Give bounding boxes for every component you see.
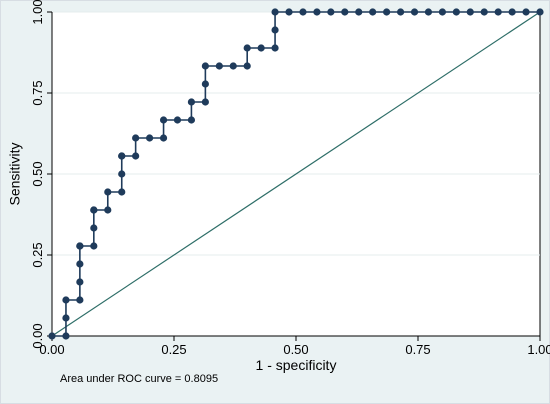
roc-point <box>438 8 446 16</box>
roc-point <box>62 314 70 322</box>
roc-point <box>410 8 419 16</box>
roc-point <box>243 44 251 52</box>
roc-point <box>118 152 126 160</box>
roc-point <box>243 62 251 70</box>
roc-point <box>76 296 84 304</box>
roc-points <box>48 8 544 340</box>
roc-point <box>466 8 474 16</box>
roc-point <box>424 8 433 16</box>
roc-point <box>313 8 321 16</box>
roc-point <box>494 8 502 16</box>
roc-point <box>90 242 98 250</box>
roc-point <box>480 8 488 16</box>
roc-point <box>104 206 112 214</box>
roc-point <box>132 134 140 142</box>
y-tick-label: 0.75 <box>30 80 45 105</box>
x-tick-label: 0.75 <box>405 342 430 357</box>
roc-point <box>396 8 405 16</box>
roc-point <box>508 8 516 16</box>
y-axis: 0.00 0.25 0.50 0.75 1.00 <box>30 0 53 349</box>
roc-point <box>215 62 223 70</box>
roc-point <box>271 44 279 52</box>
roc-point <box>173 116 182 124</box>
y-axis-title: Sensitivity <box>7 142 23 205</box>
auc-annotation: Area under ROC curve = 0.8095 <box>60 373 218 385</box>
roc-point <box>522 8 530 16</box>
roc-point <box>257 44 265 52</box>
roc-point <box>369 8 377 16</box>
roc-point <box>187 116 196 124</box>
roc-point <box>104 188 112 196</box>
y-tick-label: 0.50 <box>30 161 45 186</box>
roc-point <box>159 116 168 124</box>
roc-point <box>76 278 84 286</box>
roc-point <box>76 260 84 268</box>
y-tick-label: 1.00 <box>30 0 45 25</box>
roc-point <box>201 80 209 88</box>
roc-point <box>201 62 209 70</box>
x-tick-label: 0.50 <box>283 342 308 357</box>
roc-point <box>118 188 126 196</box>
roc-point <box>271 8 279 16</box>
roc-point <box>146 134 154 142</box>
roc-point <box>187 98 196 106</box>
roc-point <box>62 332 70 340</box>
reference-line <box>51 11 541 337</box>
roc-point <box>90 206 98 214</box>
y-tick-label: 0.00 <box>30 323 45 348</box>
roc-point <box>201 98 209 106</box>
roc-point <box>229 62 237 70</box>
roc-point <box>118 170 126 178</box>
roc-point <box>159 134 168 142</box>
roc-point <box>341 8 349 16</box>
x-axis-title: 1 - specificity <box>256 357 337 373</box>
roc-point <box>48 332 56 340</box>
roc-point <box>383 8 391 16</box>
roc-point <box>536 8 544 16</box>
roc-point <box>271 26 279 34</box>
x-tick-label: 0.00 <box>39 342 64 357</box>
roc-point <box>299 8 307 16</box>
roc-point <box>355 8 363 16</box>
roc-point <box>90 224 98 232</box>
roc-point <box>452 8 460 16</box>
roc-point <box>327 8 335 16</box>
x-tick-label: 1.00 <box>527 342 550 357</box>
roc-point <box>62 296 70 304</box>
x-axis: 0.00 0.25 0.50 0.75 1.00 <box>39 335 550 357</box>
roc-point <box>285 8 293 16</box>
y-tick-label: 0.25 <box>30 242 45 267</box>
roc-point <box>76 242 84 250</box>
x-tick-label: 0.25 <box>161 342 186 357</box>
roc-point <box>132 152 140 160</box>
